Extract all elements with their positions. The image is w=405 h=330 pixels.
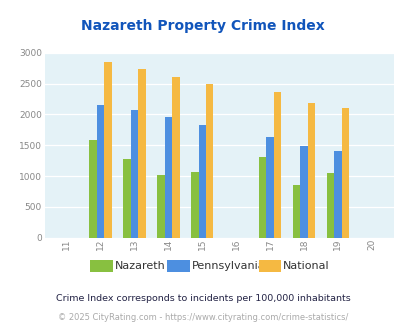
Bar bbox=[123, 159, 130, 238]
Text: © 2025 CityRating.com - https://www.cityrating.com/crime-statistics/: © 2025 CityRating.com - https://www.city… bbox=[58, 313, 347, 322]
Bar bbox=[326, 173, 333, 238]
Bar bbox=[258, 157, 266, 238]
Bar bbox=[89, 140, 97, 238]
Bar bbox=[157, 175, 164, 238]
Bar bbox=[130, 111, 138, 238]
Text: Nazareth Property Crime Index: Nazareth Property Crime Index bbox=[81, 19, 324, 33]
Bar bbox=[341, 108, 348, 238]
Bar bbox=[300, 146, 307, 238]
Bar bbox=[307, 103, 314, 238]
Bar bbox=[292, 185, 300, 238]
Bar bbox=[172, 77, 179, 238]
Bar bbox=[205, 83, 213, 238]
Bar bbox=[266, 137, 273, 238]
Text: Crime Index corresponds to incidents per 100,000 inhabitants: Crime Index corresponds to incidents per… bbox=[55, 294, 350, 303]
Bar bbox=[273, 92, 281, 238]
Bar bbox=[138, 69, 145, 238]
Bar bbox=[191, 172, 198, 238]
Bar bbox=[104, 62, 111, 238]
Bar bbox=[164, 117, 172, 238]
Bar bbox=[198, 125, 205, 238]
Bar bbox=[97, 105, 104, 238]
Bar bbox=[333, 151, 341, 238]
Text: Pennsylvania: Pennsylvania bbox=[191, 261, 265, 271]
Text: National: National bbox=[283, 261, 329, 271]
Text: Nazareth: Nazareth bbox=[115, 261, 165, 271]
